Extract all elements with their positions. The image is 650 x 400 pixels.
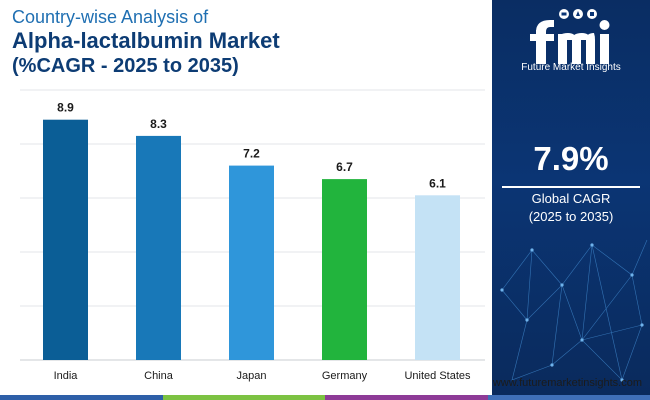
divider xyxy=(502,186,640,188)
title-line-1: Country-wise Analysis of xyxy=(12,7,209,27)
footer-bar-segment xyxy=(162,395,325,400)
category-label-china: China xyxy=(144,370,174,382)
website-url: www.futuremarketinsights.com xyxy=(492,377,642,389)
category-label-india: India xyxy=(54,370,79,382)
data-label-china: 8.3 xyxy=(150,117,167,131)
bar-china xyxy=(136,135,181,360)
side-panel: Future Market Insights 7.9% Global CAGR … xyxy=(492,0,650,400)
network-pattern-decoration xyxy=(500,239,648,382)
footer-bar-segment xyxy=(487,395,650,400)
bar-chart: 8.9 8.3 7.2 6.7 6.1 India China Japan Germany Un… xyxy=(20,89,485,382)
title-line-3: (%CAGR - 2025 to 2035) xyxy=(12,55,239,77)
logo-subtitle: Future Market Insights xyxy=(521,62,621,73)
category-labels: India China Japan Germany United States xyxy=(54,370,471,382)
bars xyxy=(43,119,460,360)
footer-color-bar xyxy=(0,395,650,400)
bar-japan xyxy=(229,165,274,360)
category-label-japan: Japan xyxy=(237,370,267,382)
data-labels: 8.9 8.3 7.2 6.7 6.1 xyxy=(57,101,446,191)
data-label-germany: 6.7 xyxy=(336,160,353,174)
title-line-2: Alpha-lactalbumin Market xyxy=(12,28,280,53)
cagr-label-line-1: Global CAGR xyxy=(531,191,611,206)
fmi-logo-icon xyxy=(530,9,610,64)
data-label-japan: 7.2 xyxy=(243,147,260,161)
category-label-united-states: United States xyxy=(404,370,471,382)
category-label-germany: Germany xyxy=(322,370,368,382)
bar-germany xyxy=(322,179,367,360)
cagr-label-line-2: (2025 to 2035) xyxy=(528,209,614,224)
global-cagr-value: 7.9% xyxy=(533,140,609,177)
bar-united-states xyxy=(415,195,460,360)
footer-bar-segment xyxy=(0,395,163,400)
title-block: Country-wise Analysis of Alpha-lactalbum… xyxy=(12,6,482,78)
global-cagr-label: Global CAGR (2025 to 2035) xyxy=(492,190,650,226)
footer-bar-segment xyxy=(325,395,488,400)
bar-india xyxy=(43,119,88,360)
data-label-united-states: 6.1 xyxy=(429,176,446,190)
data-label-india: 8.9 xyxy=(57,101,74,115)
